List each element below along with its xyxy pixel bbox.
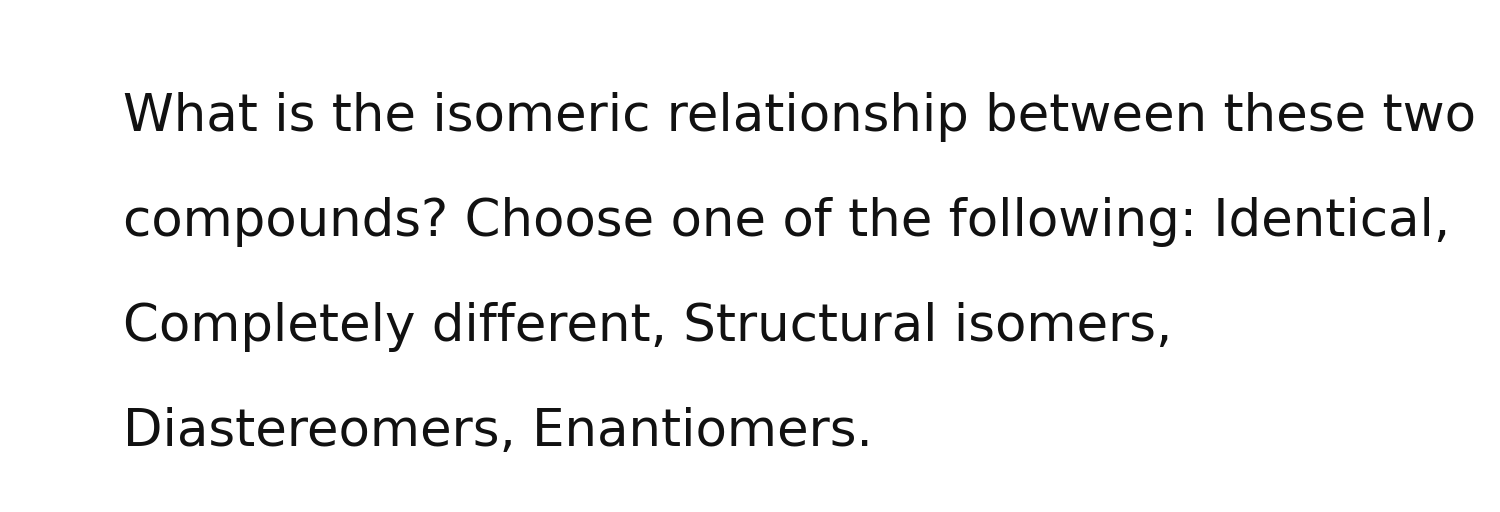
Text: Completely different, Structural isomers,: Completely different, Structural isomers… — [123, 302, 1173, 352]
Text: Diastereomers, Enantiomers.: Diastereomers, Enantiomers. — [123, 407, 873, 457]
Text: What is the isomeric relationship between these two: What is the isomeric relationship betwee… — [123, 92, 1476, 142]
Text: compounds? Choose one of the following: Identical,: compounds? Choose one of the following: … — [123, 197, 1450, 247]
